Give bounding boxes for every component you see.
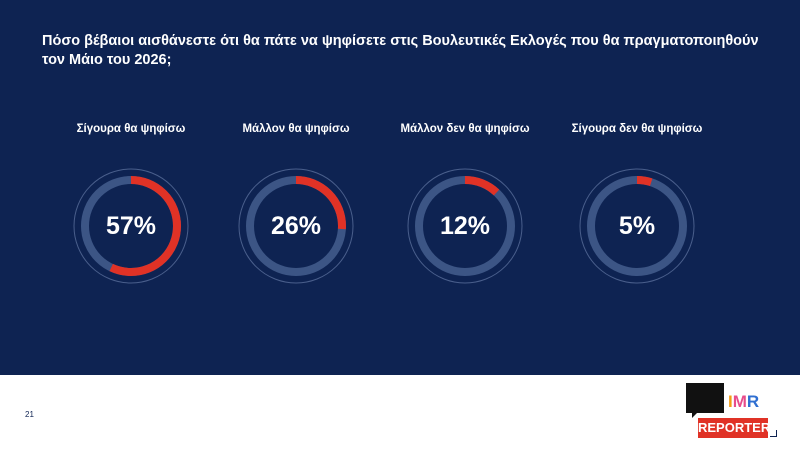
donut-arc — [246, 176, 346, 276]
reporter-logo: REPORTER — [698, 418, 770, 438]
donut-column-3: Μάλλον δεν θα ψηφίσω 12% — [383, 122, 547, 288]
percent-value: 5% — [618, 212, 656, 240]
donut-svg — [407, 168, 523, 284]
donut-column-2: Μάλλον θα ψηφίσω 26% — [214, 122, 378, 288]
donut-arc — [81, 176, 181, 276]
category-label: Σίγουρα δεν θα ψηφίσω — [571, 123, 703, 135]
donut-svg — [73, 168, 189, 284]
percent-value: 12% — [439, 212, 491, 240]
donut-chart: 57% — [69, 164, 193, 288]
donut-column-1: Σίγουρα θα ψηφίσω 57% — [49, 122, 213, 288]
donut-svg — [238, 168, 354, 284]
donut-chart: 26% — [234, 164, 358, 288]
footer — [0, 375, 800, 450]
outer-ring — [579, 168, 695, 284]
donut-arc — [587, 176, 687, 276]
politiko-barometro-logo — [686, 383, 724, 418]
donut-chart: 5% — [575, 164, 699, 288]
slide-background: Πόσο βέβαιοι αισθάνεστε ότι θα πάτε να ψ… — [0, 0, 800, 375]
category-label: Σίγουρα θα ψηφίσω — [76, 123, 186, 135]
outer-ring — [407, 168, 523, 284]
donut-svg — [579, 168, 695, 284]
page-number: 21 — [25, 410, 34, 419]
donut-chart: 12% — [403, 164, 527, 288]
outer-ring — [238, 168, 354, 284]
imr-logo: IMR — [728, 392, 760, 411]
donut-column-4: Σίγουρα δεν θα ψηφίσω 5% — [555, 122, 719, 288]
donut-arc — [415, 176, 515, 276]
outer-ring — [73, 168, 189, 284]
category-label: Μάλλον δεν θα ψηφίσω — [400, 123, 530, 135]
question-title: Πόσο βέβαιοι αισθάνεστε ότι θα πάτε να ψ… — [42, 33, 759, 68]
percent-value: 26% — [270, 212, 322, 240]
percent-value: 57% — [105, 212, 157, 240]
category-label: Μάλλον θα ψηφίσω — [242, 123, 350, 135]
corner-mark — [770, 430, 777, 437]
